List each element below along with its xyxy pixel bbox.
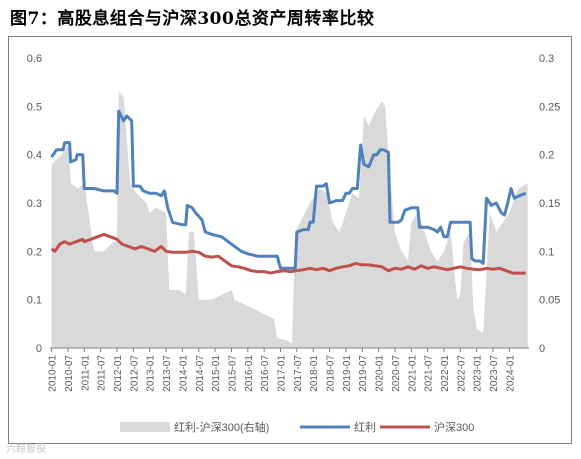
x-tick-label: 2016-01 xyxy=(244,355,255,392)
y-right-tick-label: 0 xyxy=(539,343,545,355)
y-right-tick-label: 0.3 xyxy=(539,53,554,65)
y-right-tick-label: 0.05 xyxy=(539,295,560,307)
x-tick-label: 2021-07 xyxy=(424,355,435,392)
chart-frame xyxy=(8,36,572,444)
y-left-tick-label: 0 xyxy=(36,343,42,355)
x-tick-label: 2011-01 xyxy=(80,355,91,391)
legend-label: 红利-沪深300(右轴) xyxy=(174,420,269,434)
x-tick-label: 2018-07 xyxy=(326,355,337,392)
y-left-tick-label: 0.4 xyxy=(27,150,42,162)
x-tick-label: 2018-01 xyxy=(309,355,320,392)
x-tick-label: 2020-01 xyxy=(375,355,386,392)
x-tick-label: 2012-07 xyxy=(129,355,140,392)
y-right-tick-label: 0.1 xyxy=(539,246,554,258)
y-left-tick-label: 0.3 xyxy=(27,198,42,210)
y-left-tick-label: 0.6 xyxy=(27,53,42,65)
legend-label: 红利 xyxy=(354,421,376,434)
x-tick-label: 2019-07 xyxy=(358,355,369,392)
x-tick-label: 2019-01 xyxy=(342,355,353,392)
x-tick-label: 2022-07 xyxy=(456,355,467,392)
legend-swatch-area xyxy=(120,422,170,432)
x-tick-label: 2021-01 xyxy=(407,355,418,392)
series-line-2 xyxy=(50,232,526,275)
x-tick-label: 2023-07 xyxy=(489,355,500,392)
x-tick-label: 2011-07 xyxy=(97,355,108,391)
x-tick-label: 2012-01 xyxy=(113,355,124,392)
y-right-tick-label: 0.25 xyxy=(539,101,560,113)
x-tick-label: 2014-07 xyxy=(195,355,206,392)
x-tick-label: 2024-01 xyxy=(505,355,516,392)
x-tick-label: 2022-01 xyxy=(440,355,451,392)
page-title: 图7：高股息组合与沪深300总资产周转率比较 xyxy=(10,9,375,29)
y-right-tick-label: 0.15 xyxy=(539,198,560,210)
series-line-1 xyxy=(50,109,527,270)
x-tick-label: 2010-07 xyxy=(64,355,75,392)
y-left-tick-label: 0.1 xyxy=(27,295,42,307)
series-area-0 xyxy=(51,91,528,349)
x-tick-label: 2015-01 xyxy=(211,355,222,392)
x-tick-label: 2014-01 xyxy=(178,355,189,392)
x-tick-label: 2013-01 xyxy=(146,355,157,392)
x-tick-label: 2010-01 xyxy=(48,355,59,392)
x-tick-label: 2017-07 xyxy=(293,355,304,392)
x-tick-label: 2023-01 xyxy=(473,355,484,392)
x-tick-label: 2015-07 xyxy=(227,355,238,392)
x-tick-label: 2017-01 xyxy=(277,355,288,392)
y-left-tick-label: 0.5 xyxy=(27,101,42,113)
x-tick-label: 2016-07 xyxy=(260,355,271,392)
legend-label: 沪深300 xyxy=(434,420,474,434)
watermark-text: 六鲸智投 xyxy=(6,444,46,455)
x-tick-label: 2020-07 xyxy=(391,355,402,392)
y-left-tick-label: 0.2 xyxy=(27,246,42,258)
x-tick-label: 2013-07 xyxy=(162,355,173,392)
y-right-tick-label: 0.2 xyxy=(539,150,554,162)
